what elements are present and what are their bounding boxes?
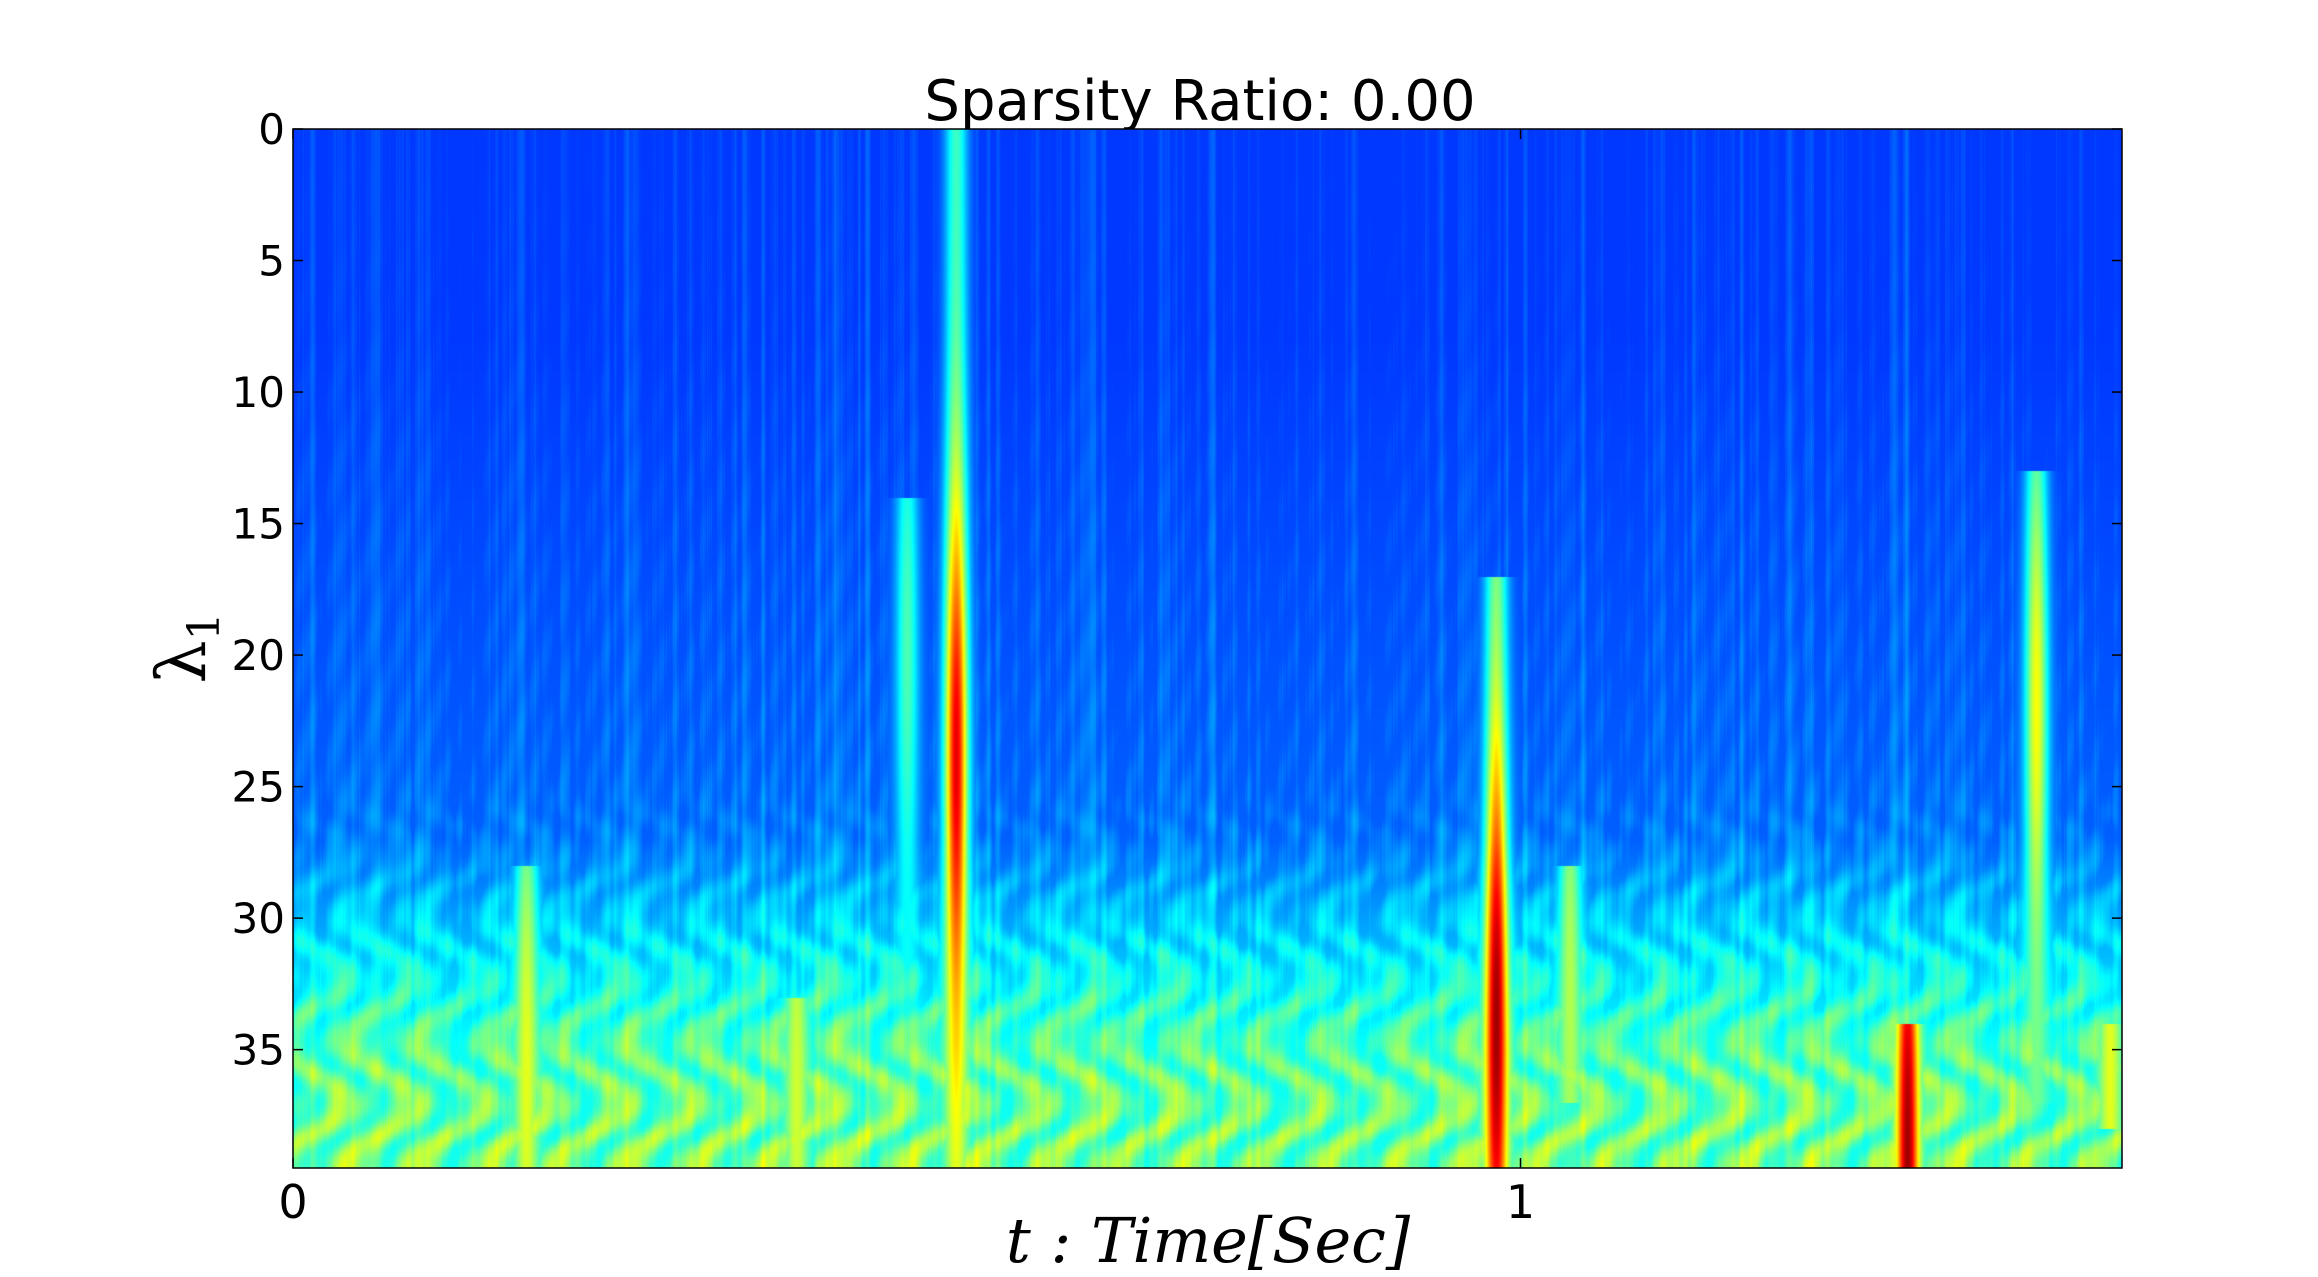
y-tick-label: 10	[232, 368, 285, 417]
plot-frame	[292, 128, 2123, 1169]
y-tick-label: 30	[232, 894, 285, 943]
y-axis-label-symbol: λ	[143, 640, 222, 683]
x-axis-label: t : Time[Sec]	[1006, 1204, 1411, 1277]
chart-title: Sparsity Ratio: 0.00	[924, 69, 1475, 134]
y-tick-label: 35	[232, 1026, 285, 1075]
y-tick-label: 15	[232, 500, 285, 549]
heatmap-image	[293, 129, 2122, 1168]
y-axis: 0 5 10 15 20 25 30 35	[232, 105, 2122, 1075]
x-tick-label: 1	[1506, 1175, 1535, 1229]
y-tick-label: 20	[232, 631, 285, 680]
y-axis-label-subscript: 1	[179, 612, 230, 640]
y-tick-label: 25	[232, 763, 285, 812]
y-axis-label: λ1	[143, 612, 230, 683]
x-axis-label-text: t : Time[Sec]	[1006, 1204, 1411, 1277]
y-tick-label: 0	[258, 105, 285, 154]
x-tick-label: 0	[278, 1175, 307, 1229]
y-tick-label: 5	[258, 237, 285, 286]
plot-area	[292, 128, 2123, 1169]
